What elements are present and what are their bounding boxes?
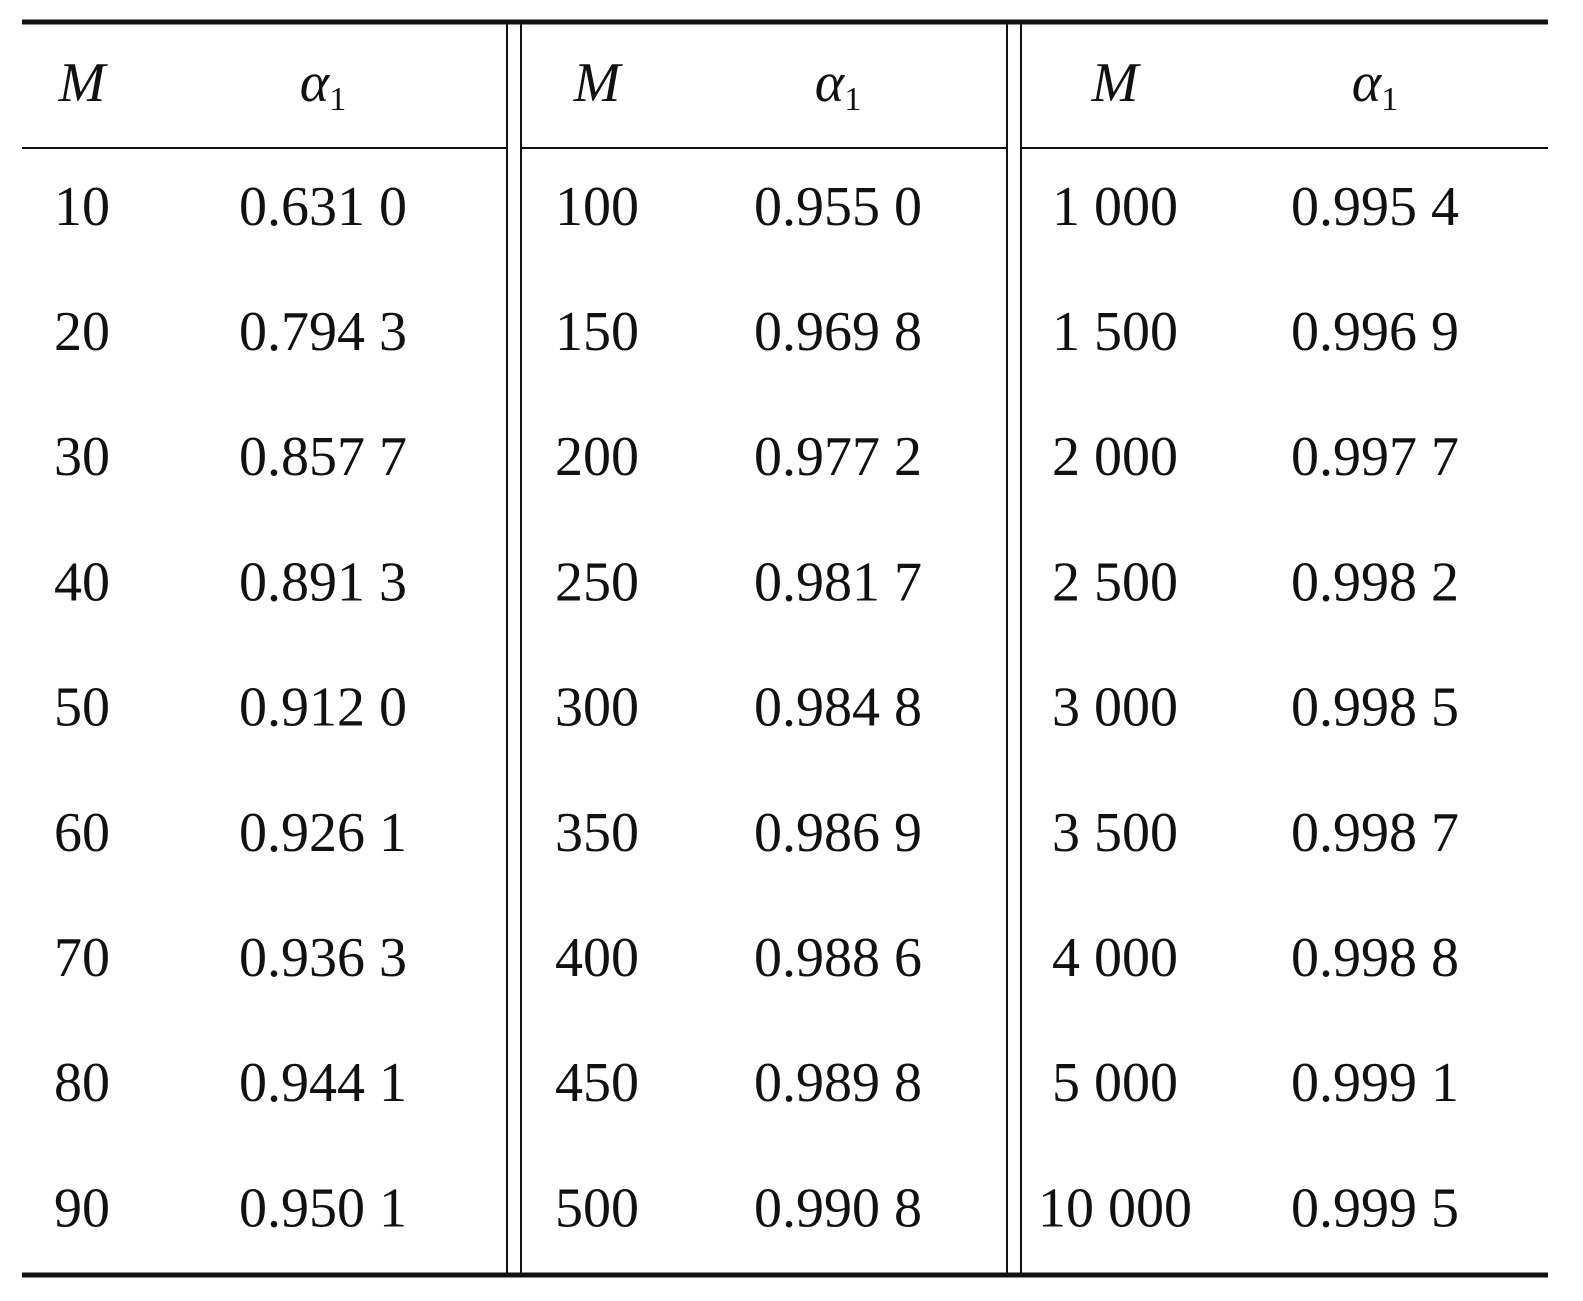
- cell-m: 30: [54, 426, 110, 488]
- header-m: M: [58, 52, 109, 114]
- cell-m: 400: [555, 927, 639, 989]
- cell-alpha: 0.997 7: [1291, 426, 1459, 488]
- cell-m: 150: [555, 301, 639, 363]
- cell-alpha: 0.936 3: [239, 927, 407, 989]
- alpha-symbol: α: [300, 52, 331, 114]
- cell-m: 200: [555, 426, 639, 488]
- cell-m: 300: [555, 677, 639, 739]
- header-alpha: α1: [300, 52, 346, 118]
- cell-m: 10: [54, 176, 110, 238]
- cell-alpha: 0.891 3: [239, 551, 407, 613]
- alpha-subscript: 1: [1381, 81, 1398, 118]
- cell-m: 350: [555, 802, 639, 864]
- alpha-symbol: α: [1352, 52, 1383, 114]
- cell-alpha: 0.969 8: [754, 301, 922, 363]
- cell-m: 2 000: [1052, 426, 1178, 488]
- cell-m: 70: [54, 927, 110, 989]
- alpha-subscript: 1: [329, 81, 346, 118]
- header-alpha: α1: [815, 52, 861, 118]
- cell-alpha: 0.999 1: [1291, 1052, 1459, 1114]
- cell-alpha: 0.998 2: [1291, 551, 1459, 613]
- cell-alpha: 0.794 3: [239, 301, 407, 363]
- cell-alpha: 0.950 1: [239, 1177, 407, 1239]
- cell-m: 60: [54, 802, 110, 864]
- cell-alpha: 0.996 9: [1291, 301, 1459, 363]
- alpha-subscript: 1: [844, 81, 861, 118]
- cell-alpha: 0.998 5: [1291, 677, 1459, 739]
- cell-alpha: 0.631 0: [239, 176, 407, 238]
- cell-alpha: 0.999 5: [1291, 1177, 1459, 1239]
- cell-m: 40: [54, 551, 110, 613]
- cell-alpha: 0.984 8: [754, 677, 922, 739]
- cell-m: 500: [555, 1177, 639, 1239]
- cell-m: 100: [555, 176, 639, 238]
- cell-m: 5 000: [1052, 1052, 1178, 1114]
- header-alpha: α1: [1352, 52, 1398, 118]
- cell-alpha: 0.998 7: [1291, 802, 1459, 864]
- header-m: M: [1091, 52, 1142, 114]
- cell-m: 50: [54, 677, 110, 739]
- cell-alpha: 0.990 8: [754, 1177, 922, 1239]
- cell-alpha: 0.995 4: [1291, 176, 1459, 238]
- cell-alpha: 0.955 0: [754, 176, 922, 238]
- alpha-symbol: α: [815, 52, 846, 114]
- cell-m: 2 500: [1052, 551, 1178, 613]
- cell-alpha: 0.912 0: [239, 677, 407, 739]
- header-m: M: [573, 52, 624, 114]
- cell-alpha: 0.989 8: [754, 1052, 922, 1114]
- cell-m: 80: [54, 1052, 110, 1114]
- cell-m: 90: [54, 1177, 110, 1239]
- cell-m: 1 000: [1052, 176, 1178, 238]
- cell-alpha: 0.857 7: [239, 426, 407, 488]
- cell-alpha: 0.986 9: [754, 802, 922, 864]
- cell-m: 250: [555, 551, 639, 613]
- cell-alpha: 0.926 1: [239, 802, 407, 864]
- cell-m: 3 000: [1052, 677, 1178, 739]
- cell-m: 4 000: [1052, 927, 1178, 989]
- cell-m: 1 500: [1052, 301, 1178, 363]
- cell-m: 20: [54, 301, 110, 363]
- cell-alpha: 0.988 6: [754, 927, 922, 989]
- cell-m: 3 500: [1052, 802, 1178, 864]
- cell-alpha: 0.981 7: [754, 551, 922, 613]
- cell-alpha: 0.977 2: [754, 426, 922, 488]
- cell-alpha: 0.998 8: [1291, 927, 1459, 989]
- cell-m: 10 000: [1038, 1177, 1192, 1239]
- cell-m: 450: [555, 1052, 639, 1114]
- cell-alpha: 0.944 1: [239, 1052, 407, 1114]
